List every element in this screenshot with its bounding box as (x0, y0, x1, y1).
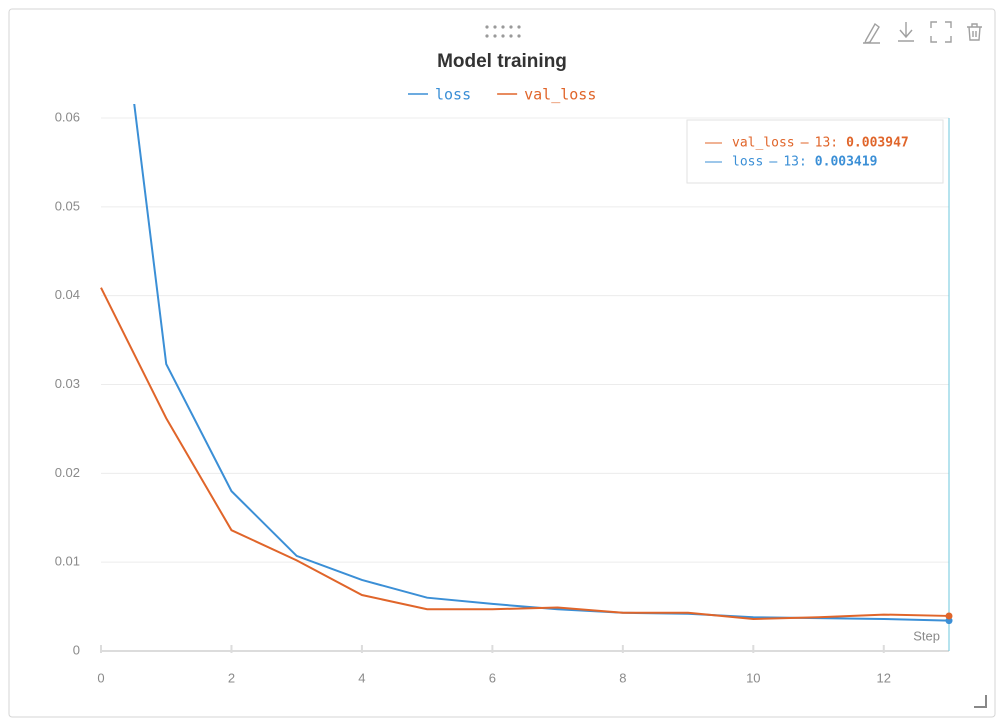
x-tick-label: 4 (358, 670, 365, 685)
y-tick-label: 0.06 (55, 109, 80, 124)
x-tick-label: 8 (619, 670, 626, 685)
tooltip-value: 0.003419 (815, 155, 878, 170)
edit-icon[interactable] (863, 22, 880, 44)
delete-icon[interactable] (967, 23, 982, 41)
resize-handle[interactable] (974, 695, 987, 708)
y-tick-label: 0.02 (55, 465, 80, 480)
legend-label: val_loss (524, 86, 596, 104)
tooltip-name: val_loss (732, 136, 795, 151)
card (8, 8, 996, 718)
hover-point (945, 612, 953, 620)
chart-title: Model training (437, 51, 567, 72)
x-tick-label: 10 (746, 670, 760, 685)
x-tick-label: 6 (489, 670, 496, 685)
drag-handle[interactable] (485, 25, 521, 38)
y-tick-label: 0.04 (55, 287, 80, 302)
x-tick-label: 12 (877, 670, 891, 685)
x-tick-label: 0 (97, 670, 104, 685)
tooltip-value: 0.003947 (846, 136, 909, 151)
tooltip-step: 13: (783, 155, 806, 170)
tooltip (686, 119, 944, 184)
legend-label: loss (435, 86, 471, 104)
x-tick-label: 2 (228, 670, 235, 685)
x-axis-label: Step (913, 628, 940, 643)
fullscreen-icon[interactable] (930, 21, 952, 43)
y-tick-label: 0 (73, 642, 80, 657)
y-tick-label: 0.01 (55, 554, 80, 569)
line (100, 287, 950, 621)
series (100, 287, 950, 621)
download-icon[interactable] (898, 22, 914, 42)
y-tick-label: 0.03 (55, 376, 80, 391)
tooltip-step: 13: (815, 136, 838, 151)
y-tick-label: 0.05 (55, 198, 80, 213)
tooltip-name: loss (732, 155, 763, 170)
